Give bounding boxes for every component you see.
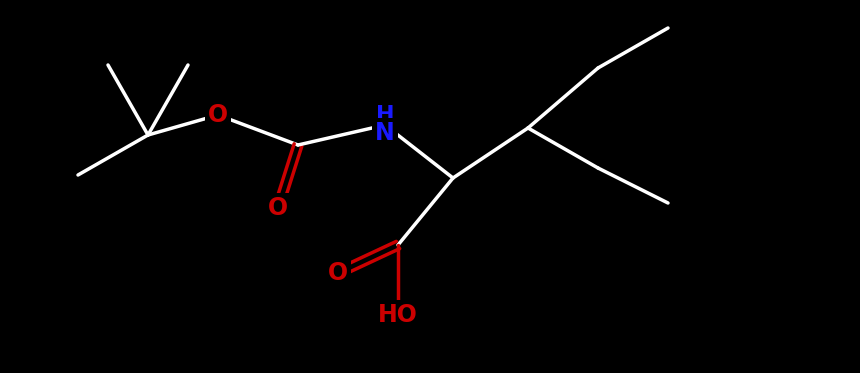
Text: O: O	[268, 196, 288, 220]
Text: O: O	[208, 103, 228, 127]
Text: HO: HO	[378, 303, 418, 327]
Text: H: H	[376, 105, 394, 125]
Text: N: N	[375, 121, 395, 145]
Text: O: O	[328, 261, 348, 285]
